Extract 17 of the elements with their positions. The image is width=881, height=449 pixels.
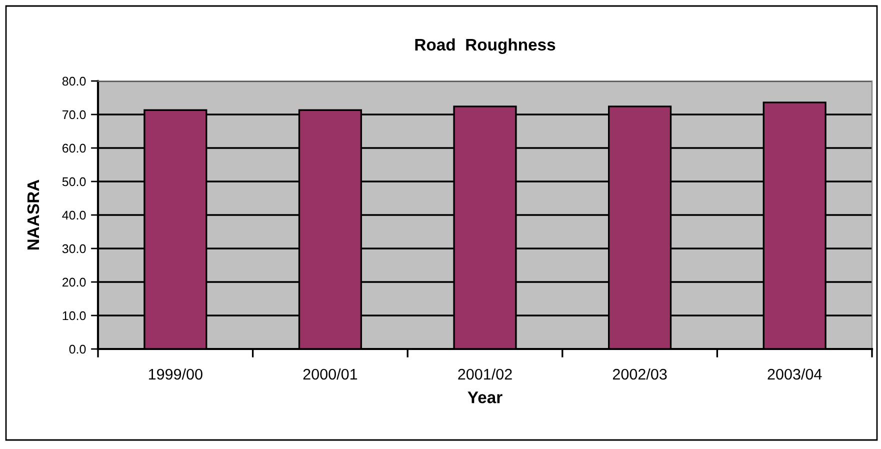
x-tick-label: 2000/01 [303,368,358,380]
y-tick-label: 30.0 [62,244,86,254]
x-axis-title: Year [468,392,502,404]
y-axis-title: NAASRA [27,180,40,250]
y-tick-label: 20.0 [62,278,86,287]
x-tick-label: 1999/00 [148,368,202,380]
y-tick-label: 10.0 [62,311,86,320]
x-tick-label: 2002/03 [612,368,667,380]
chart-title: Road Roughness [415,38,556,54]
y-tick-label: 40.0 [62,210,86,220]
x-tick-label: 2003/04 [768,368,822,380]
y-tick-label: 0.0 [69,344,86,354]
y-tick-label: 60.0 [62,144,86,153]
y-tick-label: 50.0 [62,177,86,186]
y-tick-label: 80.0 [62,76,86,86]
x-tick-label: 2001/02 [458,368,512,380]
y-tick-label: 70.0 [62,110,86,120]
